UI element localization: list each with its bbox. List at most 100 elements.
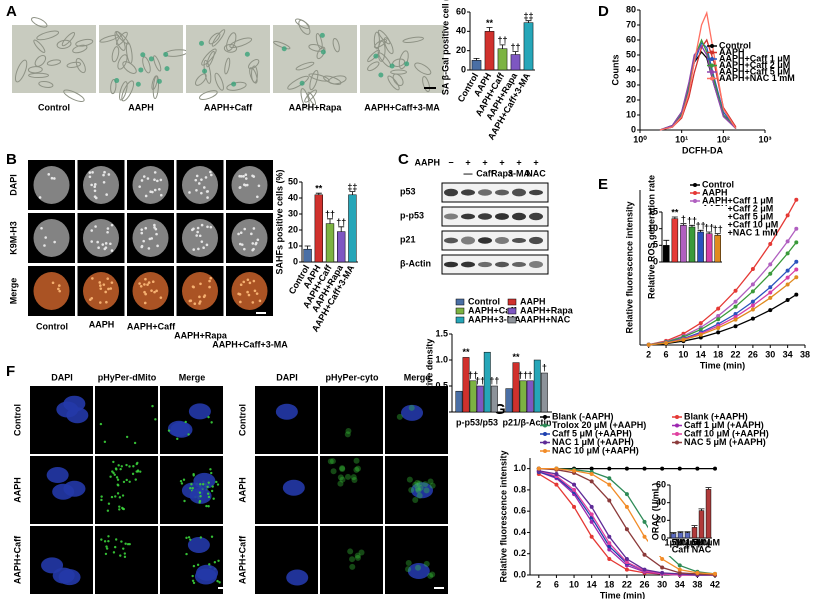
- significance: ††: [475, 375, 485, 385]
- foci: [140, 244, 144, 248]
- error-bar: [304, 245, 311, 250]
- signal: [189, 538, 192, 541]
- row-label: Control: [12, 404, 22, 436]
- signal: [345, 427, 352, 434]
- legend-label: AAPH+3-MA: [468, 314, 521, 324]
- foci: [139, 284, 143, 288]
- cell: [201, 48, 217, 66]
- legend-label: Control: [719, 40, 751, 50]
- nucleus: [83, 219, 119, 257]
- significance: **: [513, 352, 521, 362]
- y-tick-label: 0: [461, 64, 466, 74]
- signal: [429, 571, 436, 578]
- y-tick-label: 10: [626, 109, 636, 119]
- cell: [295, 18, 310, 29]
- foci: [138, 185, 141, 188]
- series-line: [538, 467, 716, 575]
- legend-label: Blank (-AAPH): [552, 411, 614, 421]
- signal: [154, 418, 157, 421]
- x-tick-label: 10: [678, 349, 688, 359]
- signal: [104, 552, 108, 556]
- band: [495, 189, 509, 196]
- significance: ††: [696, 221, 706, 231]
- foci: [244, 177, 248, 180]
- x-tick-label: 1μM: [685, 537, 703, 547]
- stain: [281, 46, 287, 52]
- legend-swatch: [507, 316, 517, 324]
- band: [461, 213, 475, 220]
- band: [529, 212, 543, 221]
- foci: [144, 226, 148, 230]
- significance: ††: [510, 42, 520, 52]
- foci: [242, 280, 246, 284]
- band: [512, 188, 526, 197]
- signal: [414, 564, 421, 571]
- bar: [533, 359, 541, 413]
- foci: [88, 175, 92, 179]
- row-label: Control: [237, 404, 247, 436]
- foci: [101, 243, 105, 246]
- y-tick-label: 60: [626, 34, 636, 44]
- legend-marker: [710, 50, 714, 55]
- y-tick-label: 0.5: [435, 380, 448, 390]
- signal: [196, 563, 200, 567]
- error-bar: [525, 20, 532, 23]
- signal: [423, 560, 430, 567]
- signal: [112, 460, 115, 464]
- error-bar: [338, 226, 345, 232]
- foci: [94, 183, 97, 186]
- foci: [247, 293, 251, 297]
- foci: [151, 280, 155, 284]
- x-tick-label: 30: [765, 349, 775, 359]
- group-label: Caff: [672, 544, 691, 554]
- series-line: [538, 470, 715, 576]
- significance: ††: [468, 370, 478, 380]
- band-label: p-p53: [400, 210, 424, 220]
- treatment-sign: +: [499, 157, 504, 167]
- x-tick-label: 34: [783, 349, 793, 359]
- foci: [245, 183, 249, 187]
- significance: ††: [518, 370, 528, 380]
- stain: [319, 32, 325, 38]
- signal: [182, 478, 186, 481]
- cell: [373, 31, 380, 50]
- y-tick-label: 40: [456, 26, 466, 36]
- foci: [143, 283, 146, 286]
- cell: [332, 37, 340, 53]
- bar: [497, 48, 508, 71]
- error-bar: [512, 51, 519, 55]
- signal: [405, 566, 412, 573]
- fluorescence-image: [95, 386, 158, 454]
- foci: [252, 227, 256, 230]
- signal: [180, 482, 184, 485]
- error-bar: [714, 233, 721, 236]
- foci: [153, 290, 156, 294]
- signal: [99, 422, 103, 426]
- foci: [99, 284, 102, 287]
- foci: [142, 175, 146, 178]
- legend-marker: [543, 432, 547, 436]
- bar: [505, 388, 513, 413]
- signal: [128, 465, 131, 468]
- fluorescence-image: [320, 456, 383, 524]
- legend-label: AAPH+Caff 1 μM: [702, 195, 773, 205]
- signal: [100, 538, 103, 541]
- x-axis-label: Time (min): [600, 590, 645, 599]
- x-tick-label: 10⁰: [633, 134, 647, 144]
- y-tick-label: 1.0: [513, 463, 526, 473]
- image-label: AAPH+Caff: [204, 102, 253, 112]
- bar: [510, 54, 521, 71]
- signal: [118, 496, 122, 499]
- foci: [153, 223, 156, 227]
- error-bar: [670, 532, 677, 534]
- cell: [224, 57, 231, 75]
- signal: [119, 467, 122, 471]
- cell: [328, 75, 347, 85]
- foci: [208, 279, 211, 283]
- image-label: AAPH: [128, 102, 154, 112]
- bar: [484, 31, 495, 71]
- signal: [210, 535, 214, 538]
- bar: [705, 489, 712, 539]
- bar: [471, 60, 482, 71]
- foci: [200, 223, 204, 227]
